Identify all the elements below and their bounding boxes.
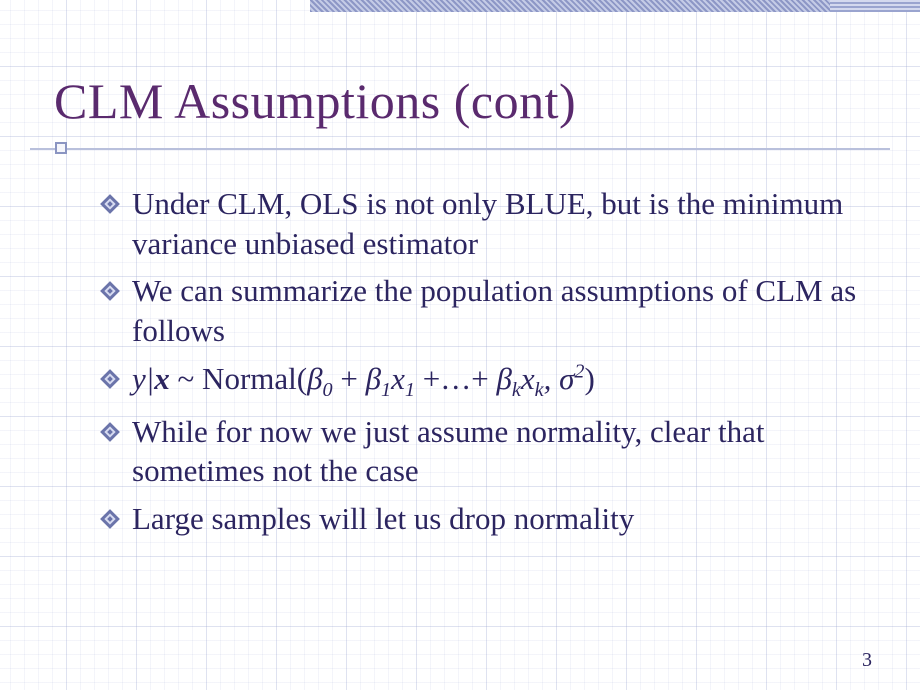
diamond-bullet-icon <box>100 194 120 219</box>
formula-part: ) <box>584 361 594 396</box>
diamond-bullet-icon <box>100 369 120 394</box>
page-number: 3 <box>862 649 872 672</box>
bullet-text: We can summarize the population assumpti… <box>132 271 865 350</box>
top-border-decoration <box>310 0 920 12</box>
formula-part: x <box>391 361 405 396</box>
formula-sup: 2 <box>574 360 584 382</box>
list-item: Large samples will let us drop normality <box>100 499 865 539</box>
bullet-text: While for now we just assume normality, … <box>132 412 865 491</box>
formula-part: x <box>154 361 170 396</box>
diamond-bullet-icon <box>100 422 120 447</box>
list-item: We can summarize the population assumpti… <box>100 271 865 350</box>
title-underline <box>30 148 890 150</box>
title-square-marker <box>55 142 67 154</box>
formula-part: x <box>521 361 535 396</box>
formula-text: y|x ~ Normal(β0 + β1x1 +…+ βkxk, σ2) <box>132 359 595 404</box>
formula-sub: 1 <box>381 379 391 401</box>
formula-part: + <box>333 361 366 396</box>
formula-part: β <box>366 361 381 396</box>
bullet-list: Under CLM, OLS is not only BLUE, but is … <box>100 184 865 547</box>
formula-part: +…+ <box>415 361 496 396</box>
formula-part: β <box>307 361 322 396</box>
formula-part: β <box>496 361 511 396</box>
formula-sub: 0 <box>323 379 333 401</box>
formula-part: y| <box>132 361 154 396</box>
list-item: y|x ~ Normal(β0 + β1x1 +…+ βkxk, σ2) <box>100 359 865 404</box>
formula-sub: k <box>535 379 544 401</box>
slide-title: CLM Assumptions (cont) <box>54 72 576 130</box>
bullet-text: Under CLM, OLS is not only BLUE, but is … <box>132 184 865 263</box>
formula-part: , <box>544 361 560 396</box>
list-item: While for now we just assume normality, … <box>100 412 865 491</box>
diamond-bullet-icon <box>100 509 120 534</box>
formula-sub: k <box>512 379 521 401</box>
list-item: Under CLM, OLS is not only BLUE, but is … <box>100 184 865 263</box>
formula-part: σ <box>559 361 574 396</box>
diamond-bullet-icon <box>100 281 120 306</box>
formula-sub: 1 <box>405 379 415 401</box>
bullet-text: Large samples will let us drop normality <box>132 499 634 539</box>
formula-part: ~ Normal( <box>170 361 307 396</box>
